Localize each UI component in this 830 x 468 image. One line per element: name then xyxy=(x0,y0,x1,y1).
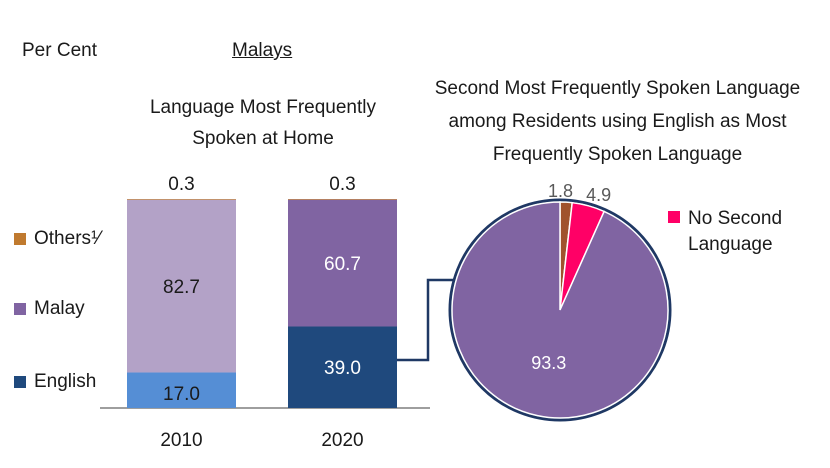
x-tick-label-2020: 2020 xyxy=(321,430,363,451)
legend-swatch-english xyxy=(14,376,26,388)
legend-label-no-second-language: No Second Language xyxy=(688,208,783,255)
unit-label: Per Cent xyxy=(22,40,97,61)
bar-2010-malay xyxy=(127,199,236,373)
bar-label-2010-malay: 82.7 xyxy=(163,277,200,298)
pie-label-malay: 93.3 xyxy=(531,353,566,373)
bar-2020-malay xyxy=(288,199,397,327)
bar-to-pie-connector xyxy=(397,278,462,362)
bar-label-2010-others: 0.3 xyxy=(168,174,194,195)
group-title: Malays xyxy=(232,40,293,61)
bar-label-2020-malay: 60.7 xyxy=(324,254,361,275)
bar-2010-english xyxy=(127,372,236,408)
legend-label-others: Others¹⁄ xyxy=(34,228,101,249)
legend-swatch-others xyxy=(14,233,26,245)
pie-slice-malay xyxy=(451,201,669,419)
bar-2010-others xyxy=(127,199,236,200)
x-tick-label-2010: 2010 xyxy=(160,430,202,451)
pie-label-no-second-language: 4.9 xyxy=(586,185,611,205)
legend-label-malay: Malay xyxy=(34,298,85,319)
legend-item-english: English xyxy=(14,371,96,393)
bar-2020-others xyxy=(288,199,397,200)
legend-item-others: Others¹⁄ xyxy=(14,228,101,250)
pie-border xyxy=(448,198,672,422)
bar-label-2020-english: 39.0 xyxy=(324,358,361,379)
legend-label-english: English xyxy=(34,371,97,392)
bar-2020-english xyxy=(288,326,397,408)
pie-chart-title: Second Most Frequently Spoken Language a… xyxy=(434,78,801,165)
pie-label-others: 1.8 xyxy=(548,181,573,201)
bar-label-2020-others: 0.3 xyxy=(329,174,355,195)
bar-label-2010-english: 17.0 xyxy=(163,384,200,405)
bar-chart-title: Language Most Frequently Spoken at Home xyxy=(149,97,377,149)
legend-swatch-malay xyxy=(14,303,26,315)
legend-swatch-no-second-language xyxy=(668,211,680,223)
legend-item-no-second-language: No Second Language xyxy=(668,206,808,258)
legend-item-malay: Malay xyxy=(14,298,85,320)
